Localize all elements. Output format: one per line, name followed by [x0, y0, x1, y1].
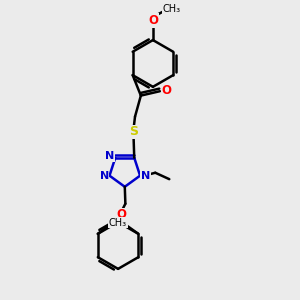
Text: S: S	[129, 125, 138, 138]
Text: CH₃: CH₃	[162, 4, 180, 14]
Text: O: O	[116, 208, 126, 221]
Text: CH₃: CH₃	[109, 218, 127, 228]
Text: N: N	[100, 171, 109, 181]
Text: N: N	[141, 171, 150, 181]
Text: O: O	[161, 84, 171, 97]
Text: CH₃: CH₃	[109, 218, 127, 228]
Text: O: O	[148, 14, 158, 27]
Text: N: N	[106, 151, 115, 161]
